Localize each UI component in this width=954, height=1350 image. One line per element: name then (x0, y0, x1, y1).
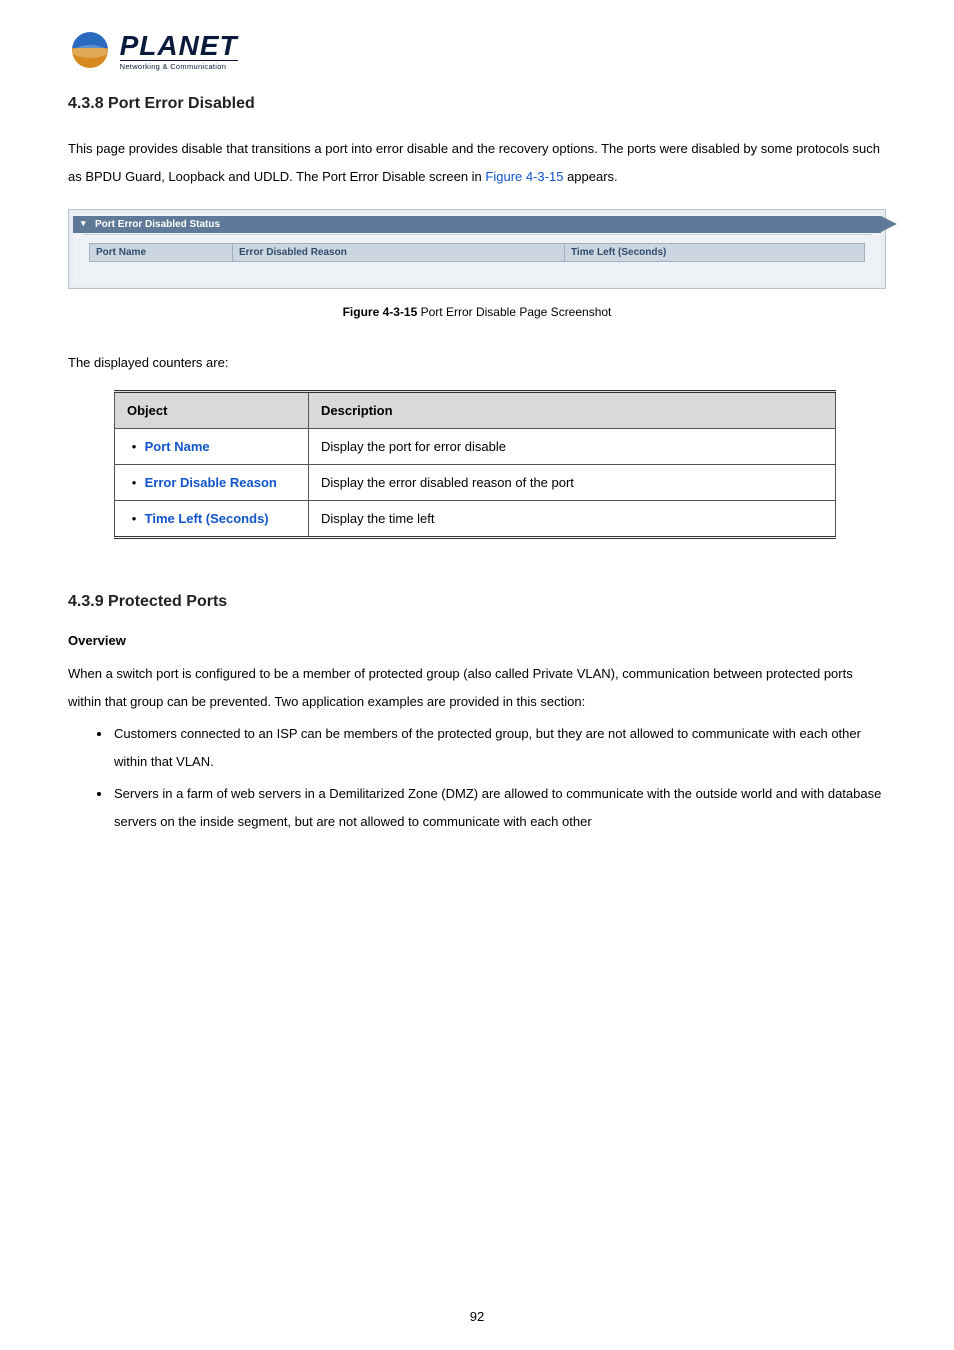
desc-cell: Display the port for error disable (309, 428, 836, 464)
status-header-row: Port Name Error Disabled Reason Time Lef… (89, 243, 865, 262)
bullet-icon: • (127, 439, 141, 454)
para-text-before-link: This page provides disable that transiti… (68, 141, 880, 184)
caption-rest: Port Error Disable Page Screenshot (417, 305, 611, 319)
para-text-after-link: appears. (563, 169, 617, 184)
col-time-left: Time Left (Seconds) (564, 244, 864, 261)
list-item: Customers connected to an ISP can be mem… (112, 720, 886, 776)
logo-tagline: Networking & Communication (120, 60, 238, 71)
col-error-reason: Error Disabled Reason (232, 244, 564, 261)
th-object: Object (115, 391, 309, 428)
object-description-table: Object Description • Port Name Display t… (114, 390, 836, 539)
port-error-disabled-panel: Port Error Disabled Status Port Name Err… (68, 209, 886, 289)
obj-cell: • Time Left (Seconds) (115, 500, 309, 537)
th-description: Description (309, 391, 836, 428)
col-port-name: Port Name (90, 244, 232, 261)
logo-globe-icon (68, 30, 112, 73)
counters-intro: The displayed counters are: (68, 355, 886, 370)
desc-cell: Display the error disabled reason of the… (309, 464, 836, 500)
bullet-icon: • (127, 475, 141, 490)
section-heading-protected-ports: 4.3.9 Protected Ports (68, 593, 886, 611)
overview-subheading: Overview (68, 633, 886, 648)
section2-bullet-list: Customers connected to an ISP can be mem… (68, 720, 886, 836)
table-row: • Port Name Display the port for error d… (115, 428, 836, 464)
table-header-row: Object Description (115, 391, 836, 428)
panel-tab-strip: Port Error Disabled Status (73, 214, 881, 234)
list-item: Servers in a farm of web servers in a De… (112, 780, 886, 836)
logo-text-block: PLANET Networking & Communication (120, 32, 238, 71)
panel-inner: Port Error Disabled Status Port Name Err… (73, 214, 881, 284)
bullet-icon: • (127, 511, 141, 526)
section2-intro-paragraph: When a switch port is configured to be a… (68, 660, 886, 716)
section1-intro-paragraph: This page provides disable that transiti… (68, 135, 886, 191)
table-row: • Error Disable Reason Display the error… (115, 464, 836, 500)
obj-label: Time Left (Seconds) (145, 511, 269, 526)
obj-label: Error Disable Reason (145, 475, 277, 490)
obj-label: Port Name (145, 439, 210, 454)
figure-caption: Figure 4-3-15 Port Error Disable Page Sc… (68, 305, 886, 319)
obj-cell: • Error Disable Reason (115, 464, 309, 500)
panel-tab[interactable]: Port Error Disabled Status (73, 216, 881, 233)
section-heading-port-error-disabled: 4.3.8 Port Error Disabled (68, 95, 886, 113)
page-number: 92 (0, 1309, 954, 1324)
panel-divider (83, 234, 871, 235)
figure-link-4-3-15[interactable]: Figure 4-3-15 (485, 169, 563, 184)
page: PLANET Networking & Communication 4.3.8 … (0, 0, 954, 1350)
logo-brand-name: PLANET (120, 32, 238, 60)
obj-cell: • Port Name (115, 428, 309, 464)
logo: PLANET Networking & Communication (68, 30, 886, 73)
panel-tab-label: Port Error Disabled Status (95, 219, 220, 230)
caption-bold: Figure 4-3-15 (343, 305, 418, 319)
table-row: • Time Left (Seconds) Display the time l… (115, 500, 836, 537)
desc-cell: Display the time left (309, 500, 836, 537)
